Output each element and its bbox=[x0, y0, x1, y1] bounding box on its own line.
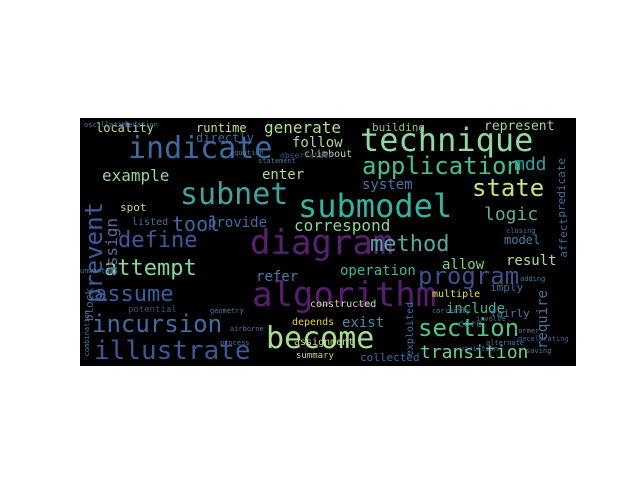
word-logic: logic bbox=[484, 204, 539, 225]
word-locality: locality bbox=[96, 121, 154, 135]
word-exist: exist bbox=[342, 315, 385, 331]
word-mdd: mdd bbox=[514, 154, 547, 175]
word-method: method bbox=[370, 232, 450, 257]
word-summary: summary bbox=[296, 351, 334, 361]
word-directly: directly bbox=[196, 131, 254, 145]
word-refer: refer bbox=[256, 269, 299, 285]
word-variation: variation bbox=[460, 345, 498, 353]
word-assignment: assignment bbox=[294, 337, 355, 348]
word-illustrate: illustrate bbox=[94, 336, 251, 366]
word-indicate: indicate bbox=[128, 131, 273, 166]
word-program: program bbox=[418, 262, 520, 290]
word-tool: tool bbox=[172, 212, 221, 236]
word-decelerating: decelerating bbox=[518, 335, 569, 343]
word-unwanted: unwanted bbox=[80, 267, 114, 275]
word-spot: spot bbox=[120, 201, 147, 214]
word-incursion: incursion bbox=[92, 310, 223, 338]
word-example: example bbox=[102, 166, 170, 185]
word-subnet: subnet bbox=[180, 177, 289, 212]
word-diagram: diagram bbox=[250, 223, 394, 263]
word-operation: operation bbox=[340, 263, 416, 279]
word-adding: adding bbox=[520, 275, 546, 283]
word-alternate: alternate bbox=[486, 339, 524, 347]
word-building: building bbox=[372, 121, 425, 134]
word-system: system bbox=[362, 177, 413, 193]
word-section: section bbox=[418, 314, 520, 342]
word-submodel: submodel bbox=[298, 187, 453, 225]
word-assume: assume bbox=[94, 282, 174, 307]
word-saving: saving bbox=[526, 347, 552, 355]
word-become: become bbox=[266, 321, 375, 356]
word-include: include bbox=[446, 301, 506, 317]
word-fairly: fairly bbox=[490, 307, 530, 320]
word-result: result bbox=[506, 253, 557, 269]
word-provide: provide bbox=[208, 215, 268, 231]
word-closing: closing bbox=[506, 227, 536, 235]
word-depends: depends bbox=[292, 317, 335, 328]
word-observation: observation bbox=[280, 151, 333, 160]
word-algorithm: algorithm bbox=[252, 275, 437, 315]
word-represent: represent bbox=[484, 119, 555, 134]
word-affect: affect bbox=[557, 218, 570, 258]
word-runtime: runtime bbox=[196, 121, 247, 135]
word-predicate: predicate bbox=[555, 158, 568, 218]
word-correctly: correctly bbox=[432, 307, 470, 315]
word-former: former bbox=[514, 327, 540, 335]
word-exploited: exploited bbox=[405, 302, 416, 357]
word-attempt: attempt bbox=[104, 256, 197, 281]
word-potential: potential bbox=[128, 305, 177, 315]
word-involve: involve bbox=[476, 315, 506, 323]
word-core: core bbox=[458, 319, 483, 330]
word-airborne: airborne bbox=[230, 325, 264, 333]
word-imply: imply bbox=[490, 281, 524, 294]
word-elevation: elevation bbox=[120, 121, 158, 129]
word-technique: technique bbox=[360, 121, 534, 159]
word-application: application bbox=[362, 152, 521, 180]
word-listed: listed bbox=[132, 217, 169, 228]
word-allow: allow bbox=[442, 257, 485, 273]
word-model: model bbox=[504, 233, 541, 247]
word-equation: equation bbox=[230, 149, 264, 157]
word-state: state bbox=[472, 174, 545, 202]
word-define: define bbox=[118, 228, 198, 253]
word-enter: enter bbox=[262, 167, 305, 183]
word-generate: generate bbox=[264, 118, 342, 137]
word-process: process bbox=[220, 339, 250, 347]
word-follow: follow bbox=[292, 135, 343, 151]
word-transition: transition bbox=[420, 342, 529, 363]
word-correspond: correspond bbox=[294, 216, 391, 235]
word-climbout: climbout bbox=[304, 149, 353, 160]
word-geometry: geometry bbox=[210, 307, 244, 315]
word-collected: collected bbox=[360, 351, 420, 364]
word-oscillating: oscillating bbox=[84, 121, 131, 129]
word-statement: statement bbox=[258, 157, 296, 165]
word-cloud: diagram algorithm technique indicate submode… bbox=[80, 118, 576, 366]
word-combination: combination bbox=[83, 310, 91, 357]
word-constructed: constructed bbox=[310, 299, 377, 310]
word-multiple: multiple bbox=[432, 289, 481, 300]
